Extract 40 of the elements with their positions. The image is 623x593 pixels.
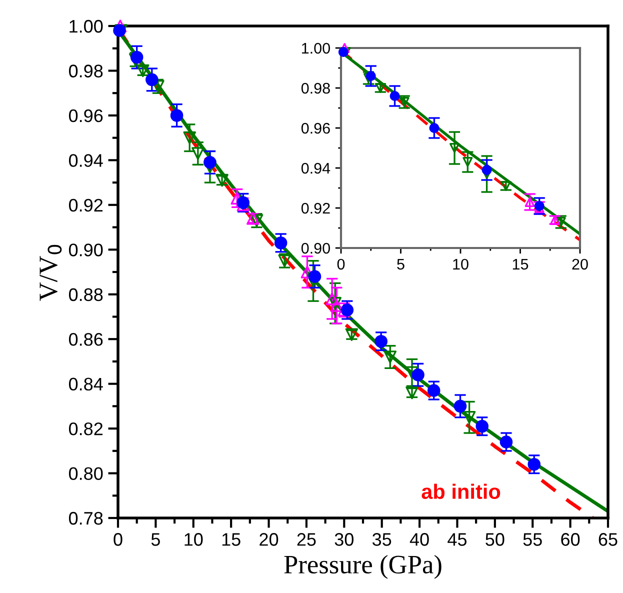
x-tick-label: 15 (222, 533, 240, 546)
y-tick-label: 0.82 (68, 422, 103, 436)
y-tick-label: 0.96 (68, 109, 103, 122)
x-tick-label: 45 (448, 533, 467, 546)
x-tick-label: 25 (297, 533, 316, 546)
y-tick-label: 0.88 (68, 288, 103, 302)
y-tick-label: 0.86 (68, 333, 103, 346)
x-tick-label: 0 (114, 533, 122, 546)
x-tick-label: 10 (184, 533, 203, 546)
x-tick-label: 15 (512, 258, 528, 270)
y-tick-label: 0.98 (301, 82, 330, 94)
x-tick-label: 20 (260, 533, 278, 546)
x-tick-label: 35 (372, 533, 392, 546)
x-tick-label: 10 (453, 258, 468, 270)
y-tick-label: 0.92 (301, 202, 330, 214)
y-tick-label: 0.90 (301, 242, 330, 254)
y-tick-label: 0.94 (301, 162, 330, 174)
y-tick-label: 0.84 (68, 378, 103, 391)
x-tick-label: 60 (561, 533, 580, 546)
annotation: ab initio (422, 484, 500, 499)
y-tick-label: 0.90 (68, 244, 103, 256)
y-axis-title: V/V$_{0}$ (40, 244, 62, 301)
x-tick-label: 0 (337, 258, 345, 270)
x-tick-label: 55 (523, 533, 542, 546)
x-tick-label: 40 (410, 533, 429, 546)
y-tick-label: 1.00 (302, 42, 330, 54)
x-tick-label: 50 (486, 533, 504, 546)
y-tick-label: 0.96 (301, 122, 330, 134)
x-axis-title: Pressure (GPa) (284, 554, 442, 579)
x-tick-label: 30 (334, 533, 354, 546)
y-tick-label: 1.00 (70, 20, 103, 33)
y-tick-label: 0.94 (68, 154, 103, 167)
y-tick-label: 0.92 (68, 198, 103, 212)
x-tick-label: 65 (598, 533, 618, 546)
y-tick-label: 0.78 (68, 512, 103, 525)
y-tick-label: 0.80 (68, 467, 103, 480)
x-tick-label: 5 (397, 258, 404, 270)
x-tick-label: 20 (572, 258, 588, 270)
x-tick-label: 5 (151, 533, 160, 546)
y-tick-label: 0.98 (68, 64, 103, 78)
